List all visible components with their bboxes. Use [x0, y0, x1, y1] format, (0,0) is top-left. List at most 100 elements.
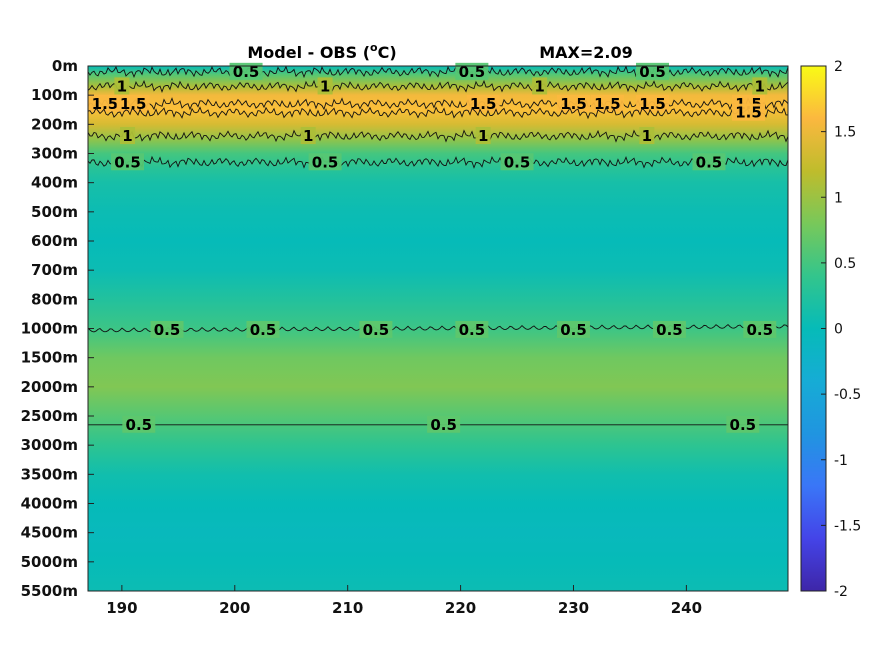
- contour-label: 0.5: [746, 321, 773, 339]
- contour-label: 1.5: [735, 104, 762, 122]
- contour-label-bg: [359, 320, 393, 338]
- y-tick-label: 400m: [31, 174, 78, 192]
- contour-label-bg: [246, 320, 280, 338]
- contour-label-bg: [556, 94, 590, 112]
- contour-label: 1.5: [560, 95, 587, 113]
- chart-title: Model - OBS (oC): [247, 41, 396, 62]
- contour-label-bg: [636, 62, 670, 80]
- contour-label: 1.5: [92, 95, 119, 113]
- max-label: MAX=2.09: [539, 43, 633, 62]
- y-tick-label: 3000m: [21, 436, 78, 454]
- contour-line: [87, 129, 789, 143]
- x-tick-label: 240: [671, 599, 702, 617]
- contour-label-bg: [111, 153, 145, 171]
- y-axis-ticks: 0m 100m 200m 300m 400m 500m 600m 700m 800m 1000m 1…: [21, 57, 94, 600]
- contour-label-bg: [88, 94, 122, 112]
- y-tick-label: 800m: [31, 290, 78, 308]
- y-tick-label: 2000m: [21, 378, 78, 396]
- contour-label: 1.5: [120, 95, 147, 113]
- colorbar-tick-label: 0: [834, 322, 843, 338]
- contour-label: 1.5: [639, 95, 666, 113]
- colorbar-tick-label: 1: [834, 190, 843, 206]
- contour-label: 0.5: [363, 321, 390, 339]
- contour-label-bg: [500, 153, 534, 171]
- y-tick-label: 300m: [31, 145, 78, 163]
- contour-line: [87, 65, 789, 79]
- contour-label: 0.5: [459, 321, 486, 339]
- contour-line: [87, 79, 789, 93]
- x-tick-label: 230: [558, 599, 589, 617]
- colorbar-tick-label: 2: [834, 59, 843, 75]
- contour-label: 1: [642, 127, 652, 145]
- contour-label-bg: [743, 320, 777, 338]
- colorbar-tick-label: 0.5: [834, 256, 856, 272]
- x-tick-label: 190: [106, 599, 137, 617]
- x-tick-label: 220: [445, 599, 476, 617]
- y-tick-label: 1500m: [21, 349, 78, 367]
- y-tick-label: 100m: [31, 86, 78, 104]
- y-tick-label: 0m: [52, 57, 78, 75]
- y-tick-label: 200m: [31, 115, 78, 133]
- contour-label: 0.5: [114, 153, 141, 171]
- contour-label-bg: [731, 103, 765, 121]
- contour-label-bg: [229, 62, 263, 80]
- contour-label-bg: [308, 153, 342, 171]
- contour-label: 0.5: [233, 63, 260, 81]
- contour-label-bg: [122, 415, 156, 433]
- contour-label-bg: [692, 153, 726, 171]
- x-axis-ticks: 190 200 210 220 230 240: [106, 585, 702, 617]
- y-tick-label: 700m: [31, 261, 78, 279]
- y-tick-label: 5500m: [21, 582, 78, 600]
- contour-label-bg: [532, 77, 548, 95]
- y-tick-label: 600m: [31, 232, 78, 250]
- contour-label: 1: [478, 127, 488, 145]
- contour-label: 0.5: [126, 416, 153, 434]
- y-tick-label: 5000m: [21, 553, 78, 571]
- contour-label: 1: [320, 77, 330, 95]
- colorbar-tick-label: -1: [834, 453, 848, 469]
- y-tick-label: 2500m: [21, 407, 78, 425]
- contour-label: 1: [755, 77, 765, 95]
- contour-label-bg: [150, 320, 184, 338]
- contour-label-bg: [556, 320, 590, 338]
- contour-label-bg: [300, 127, 316, 144]
- contour-label-bg: [317, 77, 333, 95]
- contour-label: 0.5: [312, 153, 339, 171]
- contour-line: [87, 155, 789, 169]
- y-tick-label: 4000m: [21, 495, 78, 513]
- colorbar-tick-label: 1.5: [834, 125, 856, 141]
- x-tick-label: 210: [332, 599, 363, 617]
- contour-label-bg: [116, 94, 150, 112]
- contour-label-bg: [636, 94, 670, 112]
- contour-label: 0.5: [504, 153, 531, 171]
- contour-label: 0.5: [696, 153, 723, 171]
- contour-label-bg: [639, 127, 655, 144]
- contour-label: 1: [117, 77, 127, 95]
- contour-label: 0.5: [250, 321, 277, 339]
- y-tick-label: 1000m: [21, 320, 78, 338]
- y-tick-label: 4500m: [21, 524, 78, 542]
- contour-label: 0.5: [560, 321, 587, 339]
- contour-label: 0.5: [430, 416, 457, 434]
- contour-label: 0.5: [656, 321, 683, 339]
- contour-label: 0.5: [730, 416, 757, 434]
- colorbar-tick-label: -0.5: [834, 387, 861, 403]
- contour-label-bg: [652, 320, 686, 338]
- contour-label-bg: [455, 320, 489, 338]
- colorbar-ticks: 2 1.5 1 0.5 0 -0.5 -1 -1.5 -2: [821, 59, 861, 600]
- contour-label: 1: [303, 127, 313, 145]
- contour-label: 1: [534, 77, 544, 95]
- contour-label-bg: [114, 77, 130, 95]
- contour-label: 1: [122, 127, 132, 145]
- contour-label-bg: [590, 94, 624, 112]
- contour-label-bg: [752, 77, 768, 95]
- contour-label-bg: [475, 127, 491, 144]
- contour-label: 0.5: [459, 63, 486, 81]
- contour-label: 0.5: [639, 63, 666, 81]
- colorbar-tick-label: -2: [834, 584, 848, 600]
- contour-label-bg: [726, 415, 760, 433]
- colorbar-tick-label: -1.5: [834, 518, 861, 534]
- contour-label-bg: [455, 62, 489, 80]
- contour-label: 0.5: [154, 321, 181, 339]
